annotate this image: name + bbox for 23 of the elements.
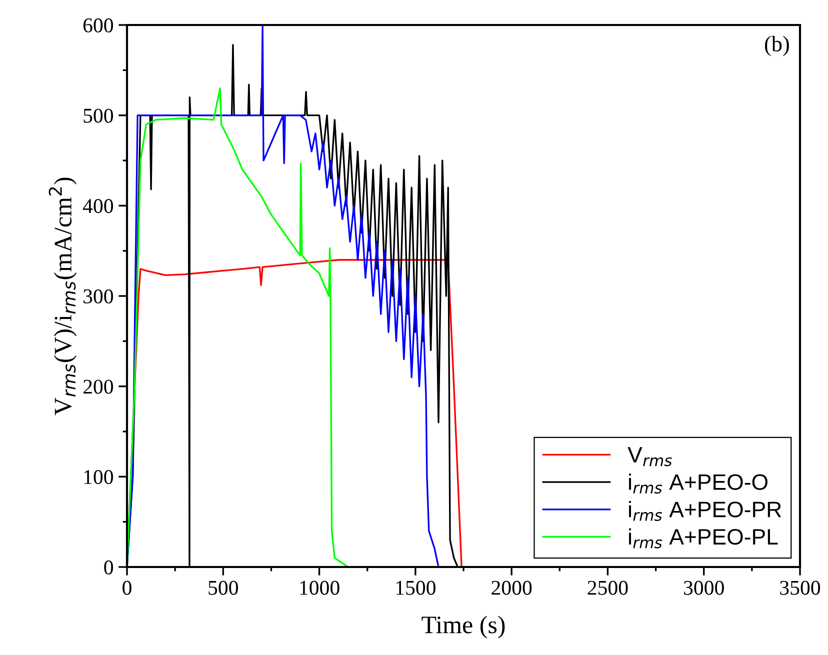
legend-label: i$_{rms}$ A+PEO-PR bbox=[629, 501, 782, 521]
x-tick-label: 3500 bbox=[780, 580, 820, 595]
x-tick-label: 2000 bbox=[492, 580, 532, 595]
y-tick-label: 0 bbox=[104, 560, 114, 574]
y-tick-label: 300 bbox=[84, 289, 114, 304]
x-axis-title: Time (s) bbox=[422, 616, 505, 638]
annotation: (b) bbox=[764, 36, 789, 56]
y-tick-label: 100 bbox=[84, 470, 114, 484]
legend-label: V$_{rms}$ bbox=[628, 447, 672, 466]
y-tick-label: 600 bbox=[83, 18, 114, 32]
y-tick-label: 500 bbox=[84, 108, 114, 123]
legend-label: i$_{rms}$ A+PEO-PL bbox=[629, 528, 778, 548]
x-tick-label: 2500 bbox=[588, 580, 628, 595]
line-series bbox=[127, 87, 349, 567]
x-tick-label: 0 bbox=[122, 580, 132, 595]
x-tick-label: 1000 bbox=[300, 580, 340, 595]
y-axis-title: V$_{rms}$(V)/i$_{rms}$(mA/cm$^{2}$) bbox=[48, 178, 77, 416]
y-tick-label: 400 bbox=[82, 199, 114, 214]
legend-label: i$_{rms}$ A+PEO-O bbox=[629, 474, 768, 494]
y-tick-label: 200 bbox=[83, 380, 114, 394]
x-tick-label: 500 bbox=[208, 580, 238, 595]
x-tick-label: 3000 bbox=[684, 580, 724, 595]
x-tick-label: 1500 bbox=[396, 580, 436, 595]
